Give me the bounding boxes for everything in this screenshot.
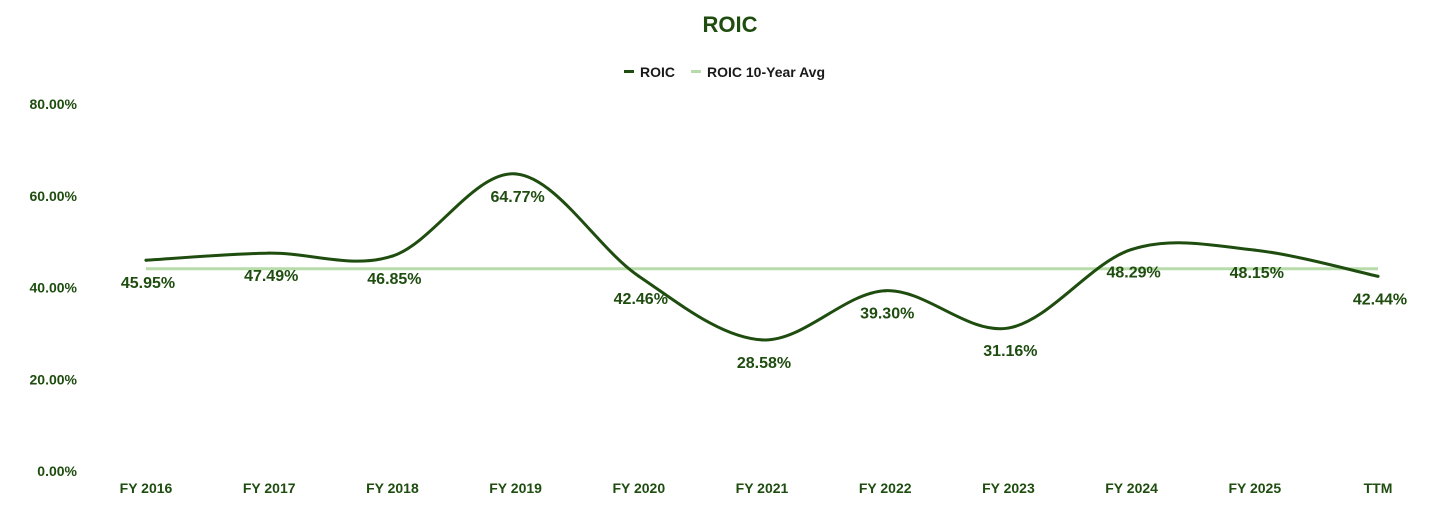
legend-swatch-roic [624,70,634,73]
x-tick-label: FY 2018 [366,480,419,496]
plot-area [144,172,1380,342]
x-tick-label: FY 2021 [736,480,789,496]
roic-point [514,172,518,176]
x-tick-label: FY 2024 [1105,480,1158,496]
data-label: 45.95% [121,275,175,292]
x-tick-label: FY 2017 [243,480,296,496]
x-tick-label: TTM [1364,480,1393,496]
roic-point [1253,248,1257,252]
roic-point [760,338,764,342]
x-tick-label: FY 2022 [859,480,912,496]
x-axis: FY 2016 FY 2017 FY 2018 FY 2019 FY 2020 FY 20… [120,480,1393,496]
data-labels: 45.95% 47.49% 46.85% 64.77% 42.46% 28.58% 39.3… [121,189,1407,372]
x-tick-label: FY 2019 [489,480,542,496]
legend-label-avg: ROIC 10-Year Avg [707,64,825,80]
y-tick-label: 60.00% [30,188,78,204]
x-tick-label: FY 2023 [982,480,1035,496]
legend-swatch-avg [691,70,701,73]
roic-point [1130,247,1134,251]
data-label: 39.30% [860,306,914,323]
chart-title: ROIC [703,12,758,37]
y-axis: 0.00% 20.00% 40.00% 60.00% 80.00% [30,96,78,479]
data-label: 28.58% [737,355,791,372]
x-tick-label: FY 2016 [120,480,173,496]
roic-point [390,254,394,258]
y-tick-label: 20.00% [30,371,78,387]
data-label: 31.16% [983,343,1037,360]
roic-point [883,289,887,293]
roic-point [144,258,148,262]
data-label: 48.29% [1106,264,1160,281]
roic-point [267,251,271,255]
roic-point [1376,274,1380,278]
series-line-roic [144,172,1380,342]
y-tick-label: 0.00% [37,463,77,479]
data-label: 48.15% [1230,265,1284,282]
data-label: 47.49% [244,268,298,285]
legend-label-roic: ROIC [640,64,675,80]
y-tick-label: 40.00% [30,280,78,296]
y-tick-label: 80.00% [30,96,78,112]
legend: ROIC ROIC 10-Year Avg [624,64,825,80]
roic-point [637,274,641,278]
data-label: 42.46% [614,291,668,308]
x-tick-label: FY 2020 [612,480,665,496]
data-label: 42.44% [1353,291,1407,308]
data-label: 64.77% [490,189,544,206]
x-tick-label: FY 2025 [1228,480,1281,496]
data-label: 46.85% [367,271,421,288]
roic-point [1006,326,1010,330]
